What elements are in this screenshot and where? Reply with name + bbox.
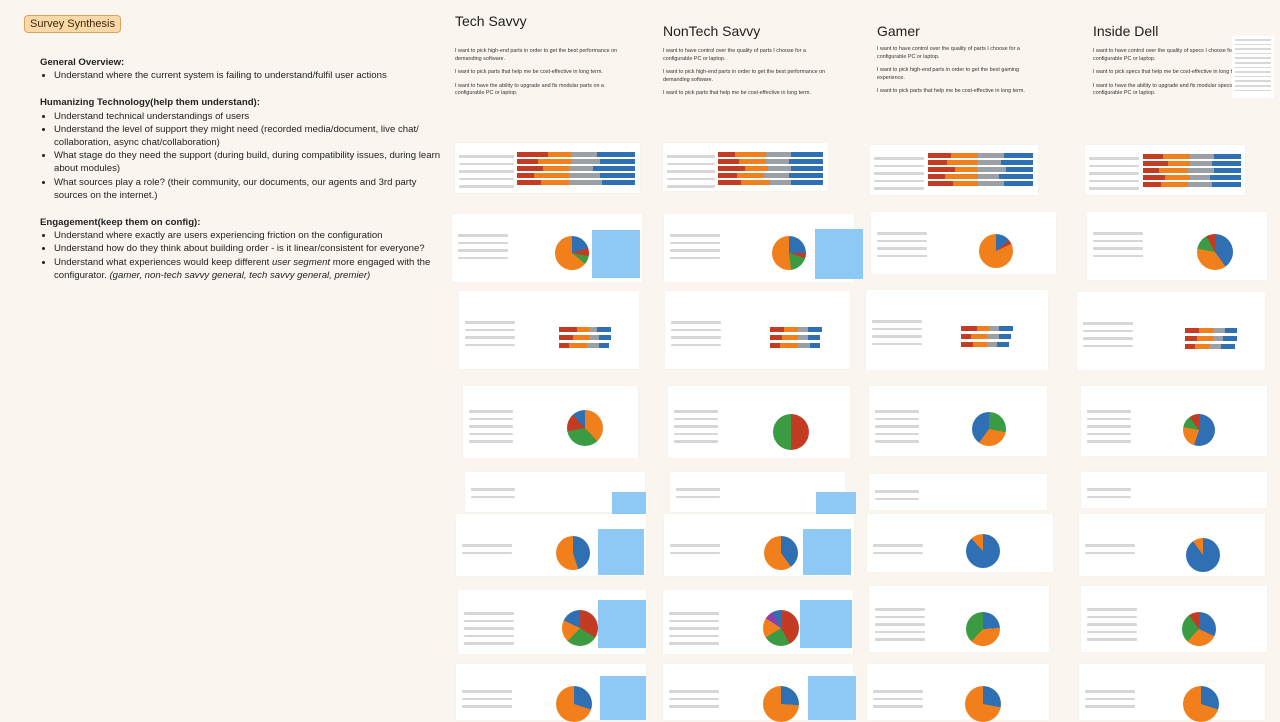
text: more engaged with the configurator. [54,256,431,281]
pie-chart [1186,538,1220,572]
pie-chart-card [1087,212,1267,280]
statement: I want to have control over the quality … [877,46,1020,60]
statements-inside-dell: I want to have control over the quality … [1093,48,1258,104]
stacked-bar-card [1085,145,1245,195]
stacked-bar-card [870,145,1038,195]
pie-chart [556,536,590,570]
list-item: Understand where exactly are users exper… [54,229,445,242]
pie-chart-card [871,212,1056,274]
pie-chart [562,610,598,646]
statements-tech-savvy: I want to pick high-end parts in order t… [455,48,620,104]
question-card [869,474,1047,510]
horizontal-bar-card [665,291,850,369]
pie-chart [1183,686,1219,722]
statement: I want to have the ability to upgrade an… [455,82,604,97]
note-sticky [800,600,852,648]
list-item: What sources play a role? (their communi… [54,176,445,202]
note-sticky [612,492,646,514]
statement: I want to pick high-end parts in order t… [663,69,826,83]
column-title-gamer: Gamer [877,23,920,39]
pie-chart [763,610,799,646]
text-emphasis: user segment [271,256,331,268]
engagement-heading: Engagement(keep them on config): [40,217,201,229]
pie-chart-card [1079,664,1265,722]
text: Understand what experiences would keep d… [54,256,272,268]
pie-chart [965,686,1001,722]
note-sticky [598,529,644,575]
pie-chart [966,612,1000,646]
list-item: Understand where the current system is f… [54,69,445,82]
list-item: What stage do they need the support (dur… [54,149,445,175]
statement: I want to pick parts that help me be cos… [455,69,603,76]
pie-chart-card [867,664,1049,722]
pie-chart [555,236,589,270]
list-item: Understand technical understandings of u… [54,110,445,123]
pie-chart [763,686,799,722]
pie-chart-card [463,386,638,458]
general-overview-list: Understand where the current system is f… [40,69,445,82]
note-sticky [598,600,646,648]
statement: I want to pick parts that help me be cos… [663,90,811,97]
column-title-nontech-savvy: NonTech Savvy [663,23,761,39]
statement: I want to have control over the quality … [663,48,806,62]
pie-chart [764,536,798,570]
pie-chart [1197,234,1233,270]
humanizing-list: Understand technical understandings of u… [40,110,445,202]
list-item: Understand what experiences would keep d… [54,256,445,282]
question-card [670,472,845,512]
notes-panel: General Overview: Understand where the c… [40,56,445,282]
pie-chart-card [869,386,1047,456]
pie-chart [773,414,809,450]
humanizing-heading: Humanizing Technology(help them understa… [40,97,260,109]
statement: I want to pick high-end parts in order t… [877,67,1020,81]
pie-chart-card [1081,586,1267,652]
list-item: Understand the level of support they mig… [54,123,445,149]
horizontal-bar-card [866,290,1048,370]
note-sticky [808,676,856,720]
pie-chart-card [1079,514,1265,576]
pie-chart [567,410,603,446]
pie-chart-card [668,386,850,458]
general-overview-heading: General Overview: [40,57,125,68]
statements-gamer: I want to have control over the quality … [877,46,1042,102]
survey-synthesis-badge: Survey Synthesis [24,15,121,33]
stacked-bar-card [455,143,640,193]
pie-chart [972,412,1006,446]
statement: I want to pick specs that help me be cos… [1093,69,1244,76]
note-sticky [600,676,646,720]
note-sticky [592,230,640,278]
horizontal-bar-card [1077,292,1265,370]
list-item: Understand how do they think about build… [54,242,445,255]
horizontal-bar-card [459,291,639,369]
pie-chart-card [867,514,1053,572]
pie-chart [772,236,806,270]
note-sticky [815,229,863,279]
column-title-tech-savvy: Tech Savvy [455,13,527,29]
engagement-list: Understand where exactly are users exper… [40,229,445,282]
note-sticky [803,529,851,575]
pie-chart [1183,414,1215,446]
column-title-inside-dell: Inside Dell [1093,23,1159,39]
pie-chart [966,534,1000,568]
statement: I want to have control over the quality … [1093,48,1239,62]
statement: I want to pick parts that help me be cos… [877,88,1025,95]
pie-chart [1182,612,1216,646]
pie-chart-card [1081,386,1267,456]
statement: I want to pick high-end parts in order t… [455,48,618,62]
side-thumbnail [1232,36,1274,98]
statements-nontech-savvy: I want to have control over the quality … [663,48,828,104]
pie-chart [556,686,592,722]
pie-chart [979,234,1013,268]
note-sticky [816,492,856,514]
statement: I want to have the ability to upgrade an… [1093,82,1245,97]
text-emphasis: (gamer, non-tech savvy general, tech sav… [109,269,371,281]
pie-chart-card [869,586,1049,652]
stacked-bar-card [663,143,828,191]
question-card [1081,472,1267,508]
